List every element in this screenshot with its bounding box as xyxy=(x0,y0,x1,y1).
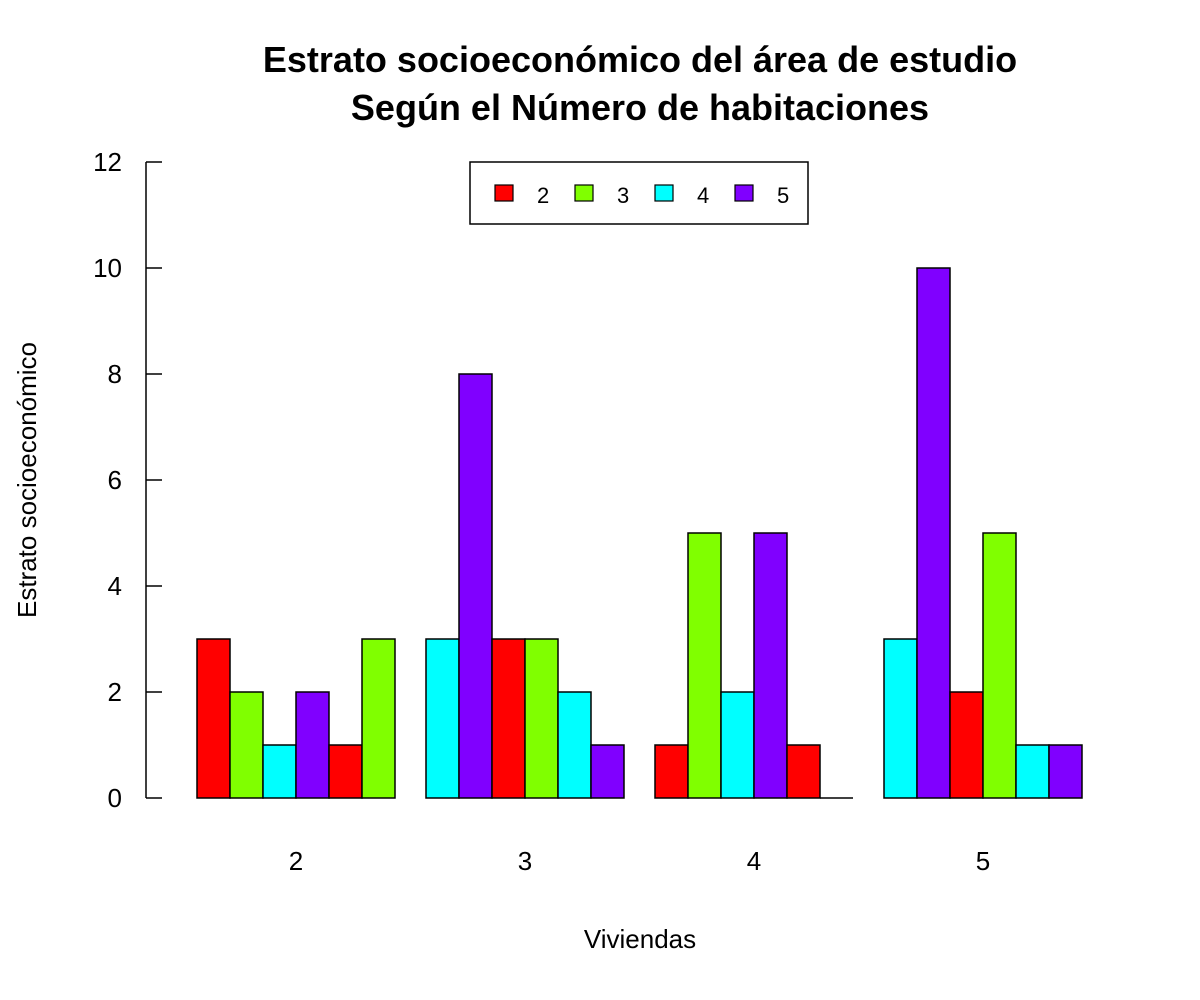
bar xyxy=(720,691,755,799)
bars-group xyxy=(196,267,1083,799)
y-axis-label: Estrato socioeconómico xyxy=(12,342,42,618)
bar xyxy=(557,691,592,799)
legend-label: 2 xyxy=(537,183,549,208)
legend-box xyxy=(469,161,809,225)
bar xyxy=(753,532,788,799)
bar xyxy=(654,744,689,799)
y-axis: 0 2 4 6 8 10 12 xyxy=(93,147,162,813)
legend-swatch xyxy=(494,184,514,202)
x-tick-label: 4 xyxy=(747,846,761,876)
legend-label: 4 xyxy=(697,183,709,208)
x-tick-label: 5 xyxy=(976,846,990,876)
x-tick-label: 3 xyxy=(518,846,532,876)
bar xyxy=(1048,744,1083,799)
y-tick-label: 10 xyxy=(93,253,122,283)
y-tick-label: 12 xyxy=(93,147,122,177)
bar xyxy=(229,691,264,799)
y-tick-label: 8 xyxy=(108,359,122,389)
bar xyxy=(949,691,984,799)
bar xyxy=(590,744,625,799)
bar xyxy=(491,638,526,799)
bar xyxy=(982,532,1017,799)
bar xyxy=(916,267,951,799)
legend-label: 5 xyxy=(777,183,789,208)
x-axis-tick-labels: 2 3 4 5 xyxy=(289,846,990,876)
chart-title: Estrato socioeconómico del área de estud… xyxy=(263,39,1017,80)
x-axis-label: Viviendas xyxy=(584,924,696,954)
bar xyxy=(524,638,559,799)
chart-subtitle: Según el Número de habitaciones xyxy=(351,87,929,128)
bar xyxy=(1015,744,1050,799)
legend: 2 3 4 5 xyxy=(469,161,809,225)
bar xyxy=(196,638,231,799)
bar xyxy=(328,744,363,799)
bar xyxy=(295,691,330,799)
legend-swatch xyxy=(654,184,674,202)
bar xyxy=(458,373,493,799)
bar xyxy=(687,532,722,799)
legend-swatch xyxy=(574,184,594,202)
x-tick-label: 2 xyxy=(289,846,303,876)
legend-swatch xyxy=(734,184,754,202)
y-tick-label: 6 xyxy=(108,465,122,495)
y-tick-label: 2 xyxy=(108,677,122,707)
bar xyxy=(361,638,396,799)
bar xyxy=(883,638,918,799)
bar xyxy=(786,744,821,799)
bar xyxy=(425,638,460,799)
y-tick-label: 0 xyxy=(108,783,122,813)
legend-label: 3 xyxy=(617,183,629,208)
y-tick-label: 4 xyxy=(108,571,122,601)
bar xyxy=(262,744,297,799)
